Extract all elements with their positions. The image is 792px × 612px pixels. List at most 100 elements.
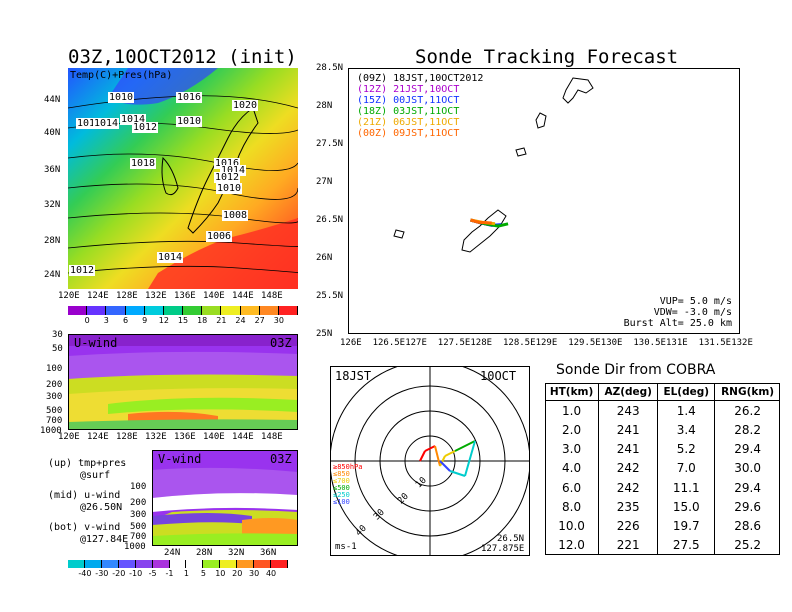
uwind-pressure-tick: 700	[46, 416, 63, 426]
table-row: 2.0 241 3.4 28.2	[545, 420, 780, 440]
colorbar-swatch	[163, 306, 184, 315]
forecast-lat-tick: 27N	[316, 177, 333, 187]
forecast-lon-tick: 126E	[340, 338, 362, 348]
forecast-lat-tick: 28.5N	[316, 63, 344, 73]
hodograph-segment	[449, 470, 466, 477]
colorbar-swatch	[135, 560, 153, 568]
colorbar-swatch	[240, 306, 260, 315]
vwind-pressure-tick: 200	[130, 498, 147, 508]
table-cell: 241	[598, 439, 659, 459]
vdw-text: VDW= -3.0 m/s	[653, 307, 732, 318]
table-header-row: HT(km) AZ(deg) EL(deg) RNG(km)	[545, 383, 780, 401]
wind-colorbar-tick: -30	[95, 569, 109, 578]
polar-level-item: ≤500	[333, 484, 350, 492]
colorbar-swatch	[87, 306, 107, 315]
vwind-pressure-tick: 100	[130, 482, 147, 492]
temp-colorbar-tick: 18	[197, 316, 208, 325]
forecast-lon-tick: 132E	[731, 338, 753, 348]
legend-up: (up) tmp+pres	[48, 458, 127, 469]
hodograph-segment	[434, 445, 441, 467]
uwind-lon-tick: 136E	[174, 432, 196, 442]
vwind-frame	[152, 450, 298, 546]
polar-svg	[330, 366, 530, 556]
vwind-pressure-tick: 300	[130, 510, 147, 520]
colorbar-swatch	[237, 560, 255, 568]
isobar-label: 1020	[232, 100, 259, 111]
sonde-table: HT(km) AZ(deg) EL(deg) RNG(km) 1.0 243 1.4 26.…	[545, 383, 780, 555]
map-lat-tick: 24N	[44, 270, 61, 280]
forecast-lat-tick: 28N	[316, 101, 333, 111]
table-cell: 12.0	[545, 535, 600, 555]
island-amami	[562, 77, 594, 104]
temp-colorbar-tick: 6	[122, 316, 129, 325]
forecast-legend-item: (15Z) 00JST,11OCT	[357, 95, 460, 106]
table-header-cell: EL(deg)	[657, 383, 716, 401]
table-cell: 29.4	[734, 480, 761, 495]
wind-colorbar-tick: 10	[215, 569, 226, 578]
forecast-lon-tick: 127.5E	[437, 338, 471, 348]
colorbar-swatch	[169, 560, 187, 568]
forecast-lon-tick: 131E	[666, 338, 688, 348]
table-cell: 4.0	[545, 458, 600, 479]
forecast-lon-tick: 128.5E	[503, 338, 536, 348]
table-cell: 27.5	[657, 535, 716, 555]
hodograph-segment	[424, 445, 436, 452]
colorbar-swatch	[183, 306, 203, 315]
uwind-lon-tick: 124E	[87, 432, 109, 442]
colorbar-swatch	[84, 560, 102, 568]
table-cell: 221	[598, 535, 659, 555]
vwind-pressure-tick: 700	[130, 532, 147, 542]
wind-colorbar-tick: -5	[148, 569, 157, 578]
forecast-lon-tick: 126.5E	[372, 338, 406, 348]
table-cell: 6.0	[545, 478, 600, 498]
map-lat-tick: 28N	[44, 236, 61, 246]
wind-colorbar	[68, 560, 288, 568]
vup-text: VUP= 5.0 m/s	[659, 296, 732, 307]
isobar-label: 1018	[130, 158, 157, 169]
uwind-pressure-tick: 500	[46, 406, 63, 416]
map-lat-tick: 32N	[44, 200, 61, 210]
hodograph-segment	[439, 460, 451, 472]
temp-colorbar-tick: 21	[216, 316, 227, 325]
warm-region	[148, 218, 298, 289]
isobar-label: 1012	[69, 265, 96, 276]
table-cell: 241	[598, 420, 659, 440]
table-cell: 5.2	[657, 439, 716, 459]
wind-colorbar-tick: 1	[183, 569, 189, 578]
forecast-lat-tick: 25N	[316, 329, 333, 339]
vwind-lat-tick: 28N	[196, 548, 213, 558]
table-cell: 15.0	[657, 497, 716, 517]
map-lon-tick: 136E	[174, 291, 196, 301]
colorbar-swatch	[118, 560, 136, 568]
wind-colorbar-tick: 30	[249, 569, 260, 578]
temp-colorbar	[68, 306, 299, 315]
colorbar-swatch	[144, 306, 164, 315]
table-header-cell: AZ(deg)	[598, 383, 659, 401]
colorbar-swatch	[68, 306, 88, 315]
polar-date: 10OCT	[480, 369, 517, 383]
trajectory-line	[470, 218, 492, 225]
table-cell: 1.4	[657, 400, 716, 421]
vwind-section	[152, 450, 298, 546]
forecast-lat-tick: 26N	[316, 253, 333, 263]
vwind-lat-tick: 24N	[164, 548, 181, 558]
colorbar-swatch	[202, 306, 222, 315]
forecast-legend-item: (12Z) 21JST,10OCT	[357, 84, 460, 95]
isobar-label: 1006	[206, 231, 233, 242]
isobar-label: 1016	[176, 92, 203, 103]
wind-colorbar-tick: 40	[265, 569, 277, 578]
polar-lon: 127.875E	[481, 544, 525, 554]
forecast-lon-tick: 130E	[600, 338, 623, 348]
isobar-label: 1016	[76, 118, 103, 129]
polar-level-item: ≤850	[333, 470, 350, 478]
isobar-label: 1010	[176, 116, 203, 127]
forecast-plot	[348, 68, 740, 334]
table-cell: 30.0	[734, 461, 761, 476]
table-header-cell: RNG(km)	[714, 383, 780, 401]
table-cell: 235	[598, 497, 659, 517]
isobar-label: 1010	[216, 183, 243, 194]
hodograph-segment	[444, 450, 456, 457]
forecast-lon-tick: 127E	[405, 338, 427, 348]
table-row: 4.0 242 7.0 30.0	[545, 458, 780, 479]
table-cell: 19.7	[657, 516, 716, 536]
